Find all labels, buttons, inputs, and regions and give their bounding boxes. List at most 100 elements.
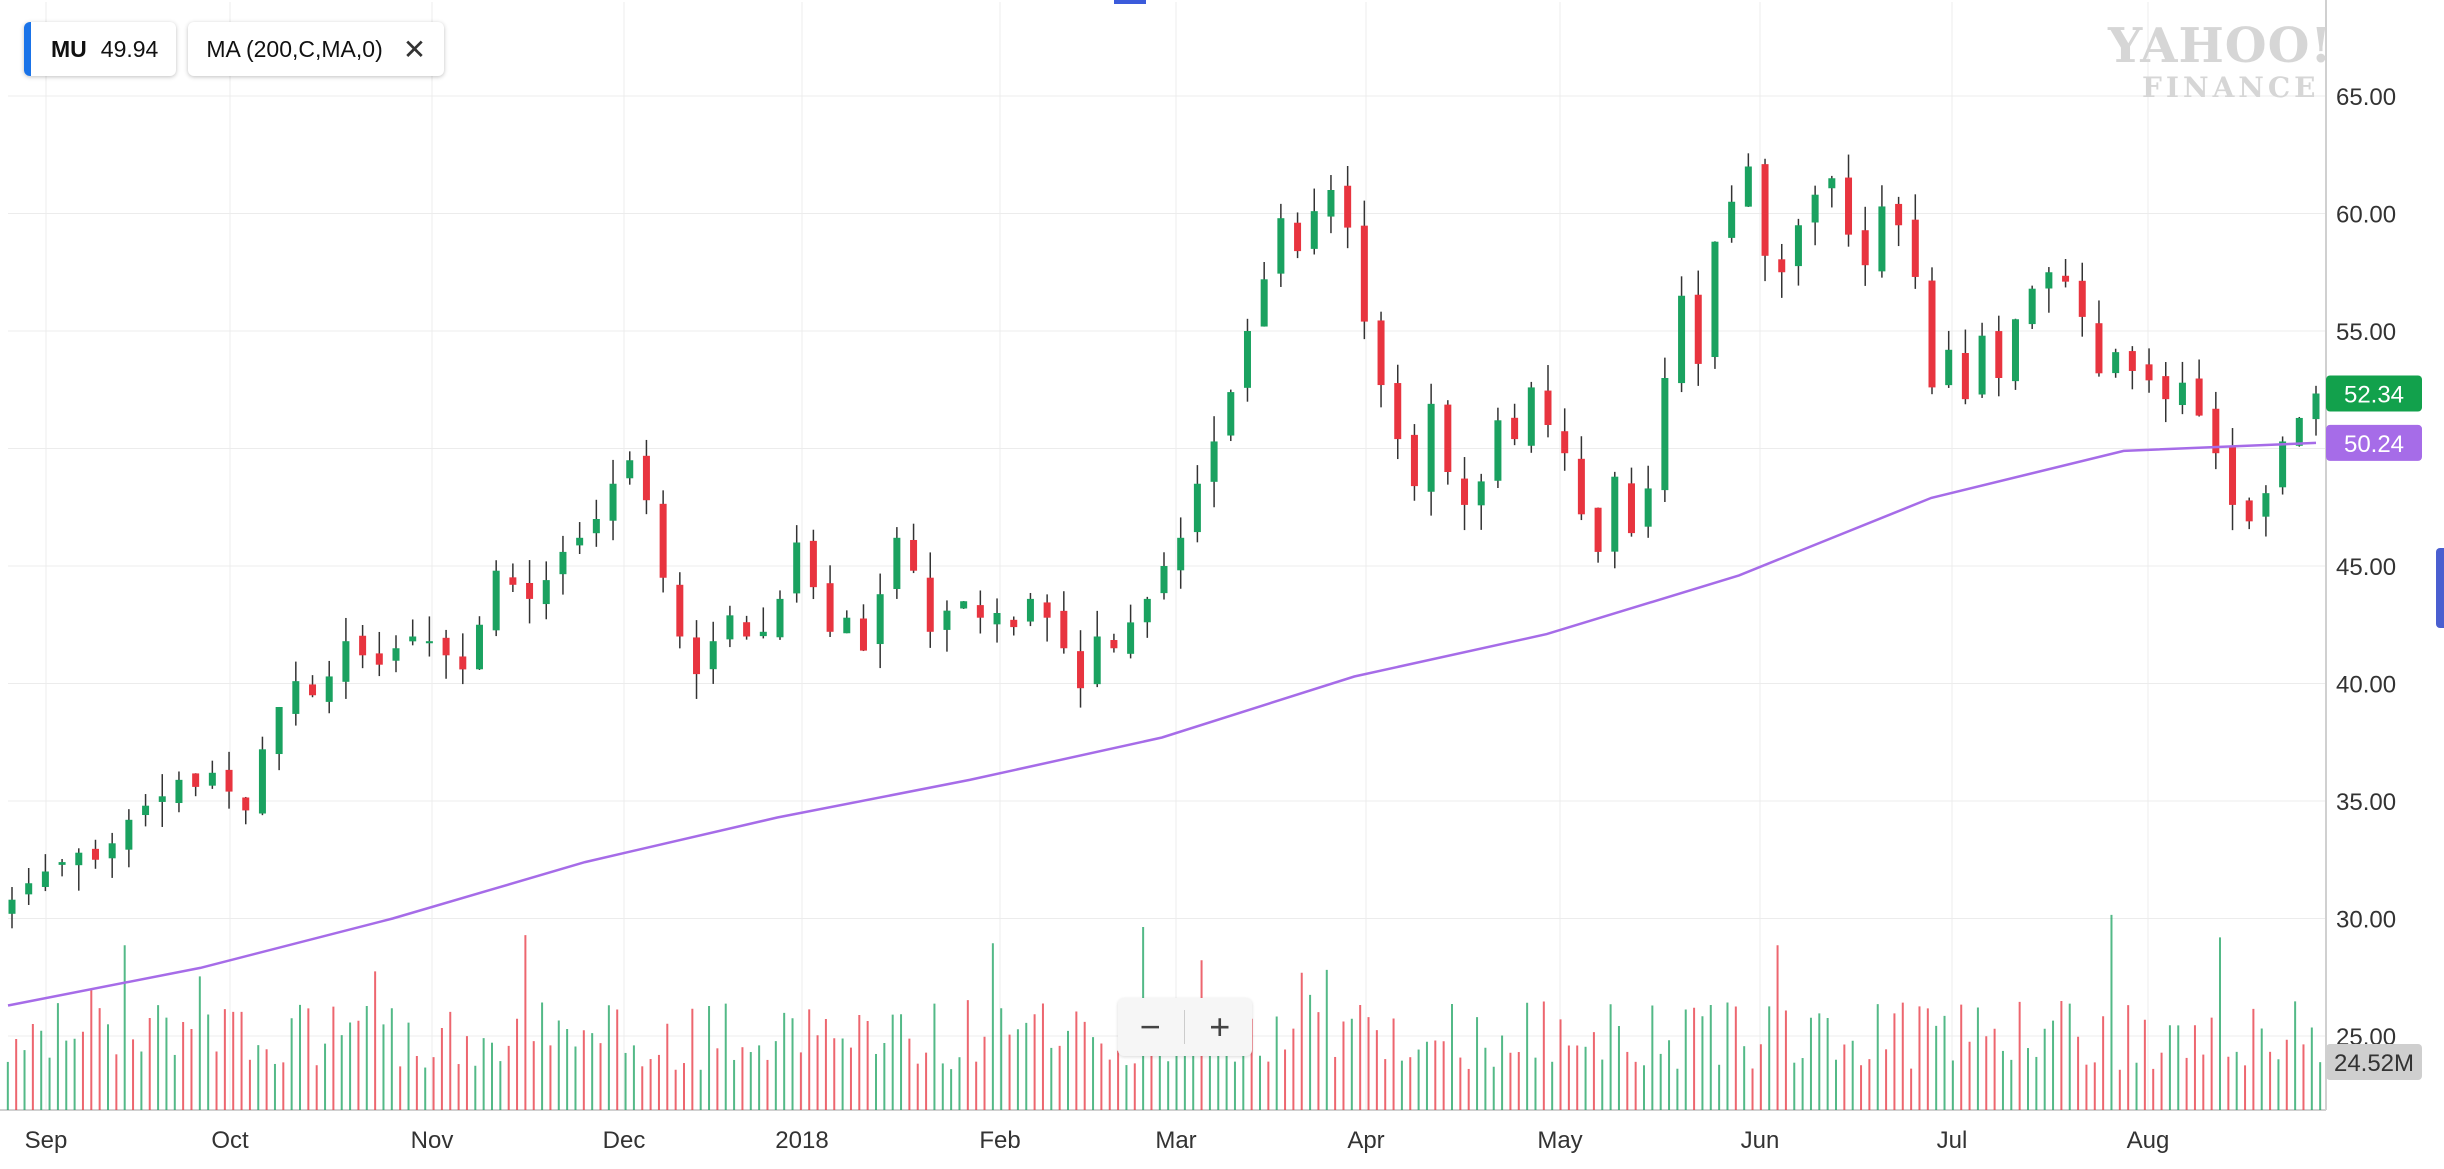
candle-body <box>1611 476 1619 552</box>
candle-body <box>1043 602 1051 618</box>
x-tick-label: Apr <box>1347 1127 1384 1154</box>
candle-body <box>2162 376 2170 400</box>
y-tick-label: 35.00 <box>2336 789 2396 816</box>
candle-body <box>425 641 433 644</box>
candle-body <box>726 615 734 640</box>
candle-body <box>926 577 934 632</box>
candle-body <box>576 537 584 546</box>
candle-body <box>1594 507 1602 552</box>
candle-body <box>8 899 16 914</box>
candle-body <box>2095 323 2103 374</box>
indicator-chip[interactable]: MA (200,C,MA,0) ✕ <box>188 22 445 76</box>
candle-body <box>1277 218 1285 274</box>
candle-body <box>492 570 500 631</box>
candle-body <box>1544 390 1552 425</box>
candles <box>8 153 2320 929</box>
candle-body <box>709 641 717 670</box>
candle-body <box>2145 364 2153 381</box>
candle-body <box>309 684 317 696</box>
candle-body <box>1911 219 1919 277</box>
candle-body <box>359 635 367 656</box>
zoom-controls: − + <box>1118 998 1252 1056</box>
candle-body <box>91 848 99 860</box>
candle-body <box>659 503 667 578</box>
candle-body <box>542 580 550 605</box>
candle-body <box>943 610 951 630</box>
x-tick-label: Dec <box>603 1127 646 1154</box>
candle-body <box>1026 598 1034 622</box>
candle-body <box>1327 190 1335 217</box>
candle-body <box>475 624 483 670</box>
candle-body <box>1961 353 1969 400</box>
candle-body <box>826 583 834 632</box>
candle-body <box>442 637 450 656</box>
candle-body <box>509 577 517 585</box>
candle-body <box>976 605 984 618</box>
candle-body <box>41 871 49 887</box>
candle-body <box>375 653 383 665</box>
symbol-chip[interactable]: MU 49.94 <box>24 22 177 76</box>
last-price-tag: 52.34 <box>2326 375 2422 412</box>
candle-body <box>809 540 817 588</box>
x-tick-label: Aug <box>2127 1127 2170 1154</box>
candle-body <box>1294 222 1302 252</box>
chart-legend: MU 49.94 MA (200,C,MA,0) ✕ <box>24 22 445 76</box>
candle-body <box>1895 203 1903 226</box>
volume-tag-text: 24.52M <box>2334 1050 2414 1077</box>
candle-body <box>392 648 400 661</box>
candle-body <box>609 483 617 521</box>
candle-body <box>2045 272 2053 289</box>
candle-body <box>910 539 918 571</box>
ma-value-tag-text: 50.24 <box>2344 431 2404 458</box>
zoom-out-button[interactable]: − <box>1139 1006 1161 1047</box>
candle-body <box>1260 279 1268 327</box>
candle-body <box>1527 387 1535 446</box>
close-icon[interactable]: ✕ <box>402 33 427 65</box>
symbol-color-bar <box>24 22 31 76</box>
candle-body <box>2262 493 2270 517</box>
x-axis-labels: Sep Oct Nov Dec 2018 Feb Mar Apr May Jun Jul Aug <box>25 1127 2170 1154</box>
candle-body <box>843 617 851 634</box>
x-tick-label: Jul <box>1937 1127 1968 1154</box>
y-tick-label: 55.00 <box>2336 319 2396 346</box>
candle-body <box>626 460 634 479</box>
side-panel-handle[interactable] <box>2436 548 2444 628</box>
x-tick-label: Feb <box>979 1127 1020 1154</box>
candle-body <box>258 749 266 814</box>
x-tick-label: Oct <box>211 1127 249 1154</box>
candle-body <box>993 613 1001 625</box>
candle-body <box>1711 241 1719 358</box>
candle-body <box>1928 280 1936 388</box>
candle-body <box>1828 178 1836 189</box>
logo-line2: FINANCE <box>2142 71 2320 104</box>
candle-body <box>1060 610 1068 649</box>
candle-body <box>1978 335 1986 395</box>
candle-body <box>1177 537 1185 571</box>
candle-body <box>2229 447 2237 505</box>
candle-body <box>2245 500 2253 522</box>
top-indicator-marker <box>1114 0 1146 4</box>
y-tick-label: 65.00 <box>2336 84 2396 111</box>
candle-body <box>409 636 417 642</box>
candle-body <box>108 843 116 859</box>
candle-body <box>225 769 233 792</box>
zoom-in-button[interactable]: + <box>1209 1006 1231 1047</box>
candle-body <box>1845 177 1853 235</box>
candle-body <box>1878 206 1886 272</box>
candle-body <box>1077 651 1085 689</box>
candle-body <box>743 622 751 637</box>
candle-body <box>1427 403 1435 492</box>
candle-body <box>1627 483 1635 534</box>
candle-body <box>876 594 884 645</box>
last-price-tag-text: 52.34 <box>2344 382 2404 409</box>
candle-body <box>275 707 283 755</box>
candle-body <box>1010 619 1018 628</box>
candle-body <box>2295 417 2303 446</box>
candle-body <box>142 805 150 816</box>
candle-body <box>1494 420 1502 481</box>
candle-body <box>1210 441 1218 482</box>
indicator-label: MA (200,C,MA,0) <box>206 35 383 62</box>
candle-body <box>759 631 767 637</box>
